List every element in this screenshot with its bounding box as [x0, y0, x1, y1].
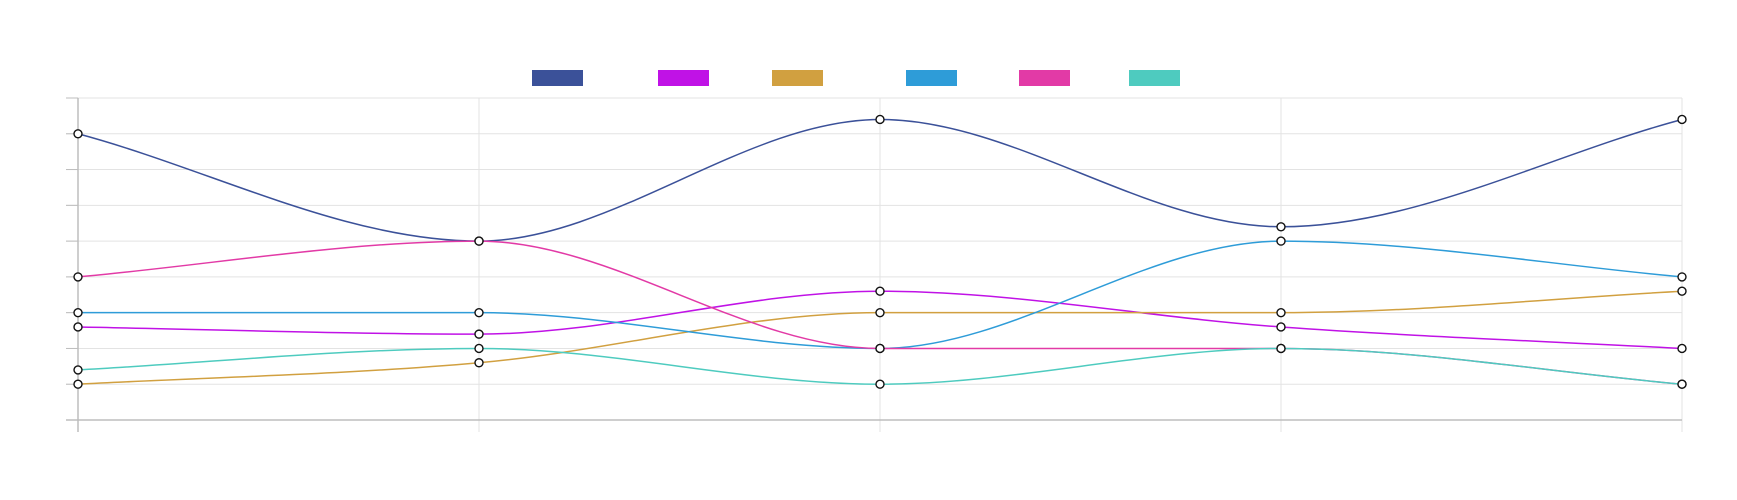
data-point-series-5: [73, 272, 83, 282]
data-point-series-4: [474, 307, 484, 318]
data-point-series-6: [474, 343, 484, 354]
data-point-series-4: [73, 307, 83, 318]
data-point-series-2: [1276, 322, 1286, 332]
data-point-series-5: [474, 236, 484, 246]
data-point-series-1: [1677, 114, 1687, 125]
axes: [66, 97, 1682, 432]
data-point-series-1: [875, 114, 885, 125]
data-point-series-3: [474, 358, 484, 368]
data-point-series-4: [1276, 236, 1286, 246]
data-point-series-6: [875, 379, 885, 389]
data-point-series-6: [1677, 379, 1687, 389]
data-point-series-3: [875, 307, 885, 318]
legend-swatch-4[interactable]: [906, 70, 957, 86]
data-point-series-2: [474, 329, 484, 339]
data-point-series-1: [1276, 222, 1286, 232]
data-point-series-1: [73, 129, 83, 139]
data-point-series-2: [73, 322, 83, 332]
data-point-series-3: [1677, 286, 1687, 296]
data-points: [73, 114, 1687, 389]
data-point-series-3: [73, 379, 83, 389]
legend-swatch-2[interactable]: [658, 70, 709, 86]
grid: [66, 97, 1683, 432]
data-point-series-2: [875, 286, 885, 296]
data-point-series-3: [1276, 307, 1286, 318]
data-point-series-6: [1276, 343, 1286, 354]
legend-swatch-3[interactable]: [772, 70, 823, 86]
legend-swatch-1[interactable]: [532, 70, 583, 86]
legend-swatch-5[interactable]: [1019, 70, 1070, 86]
data-point-series-2: [1677, 343, 1687, 354]
data-point-series-5: [875, 343, 885, 354]
legend[interactable]: [532, 70, 1180, 86]
legend-swatch-6[interactable]: [1129, 70, 1180, 86]
data-point-series-6: [73, 365, 83, 375]
data-point-series-4: [1677, 272, 1687, 282]
